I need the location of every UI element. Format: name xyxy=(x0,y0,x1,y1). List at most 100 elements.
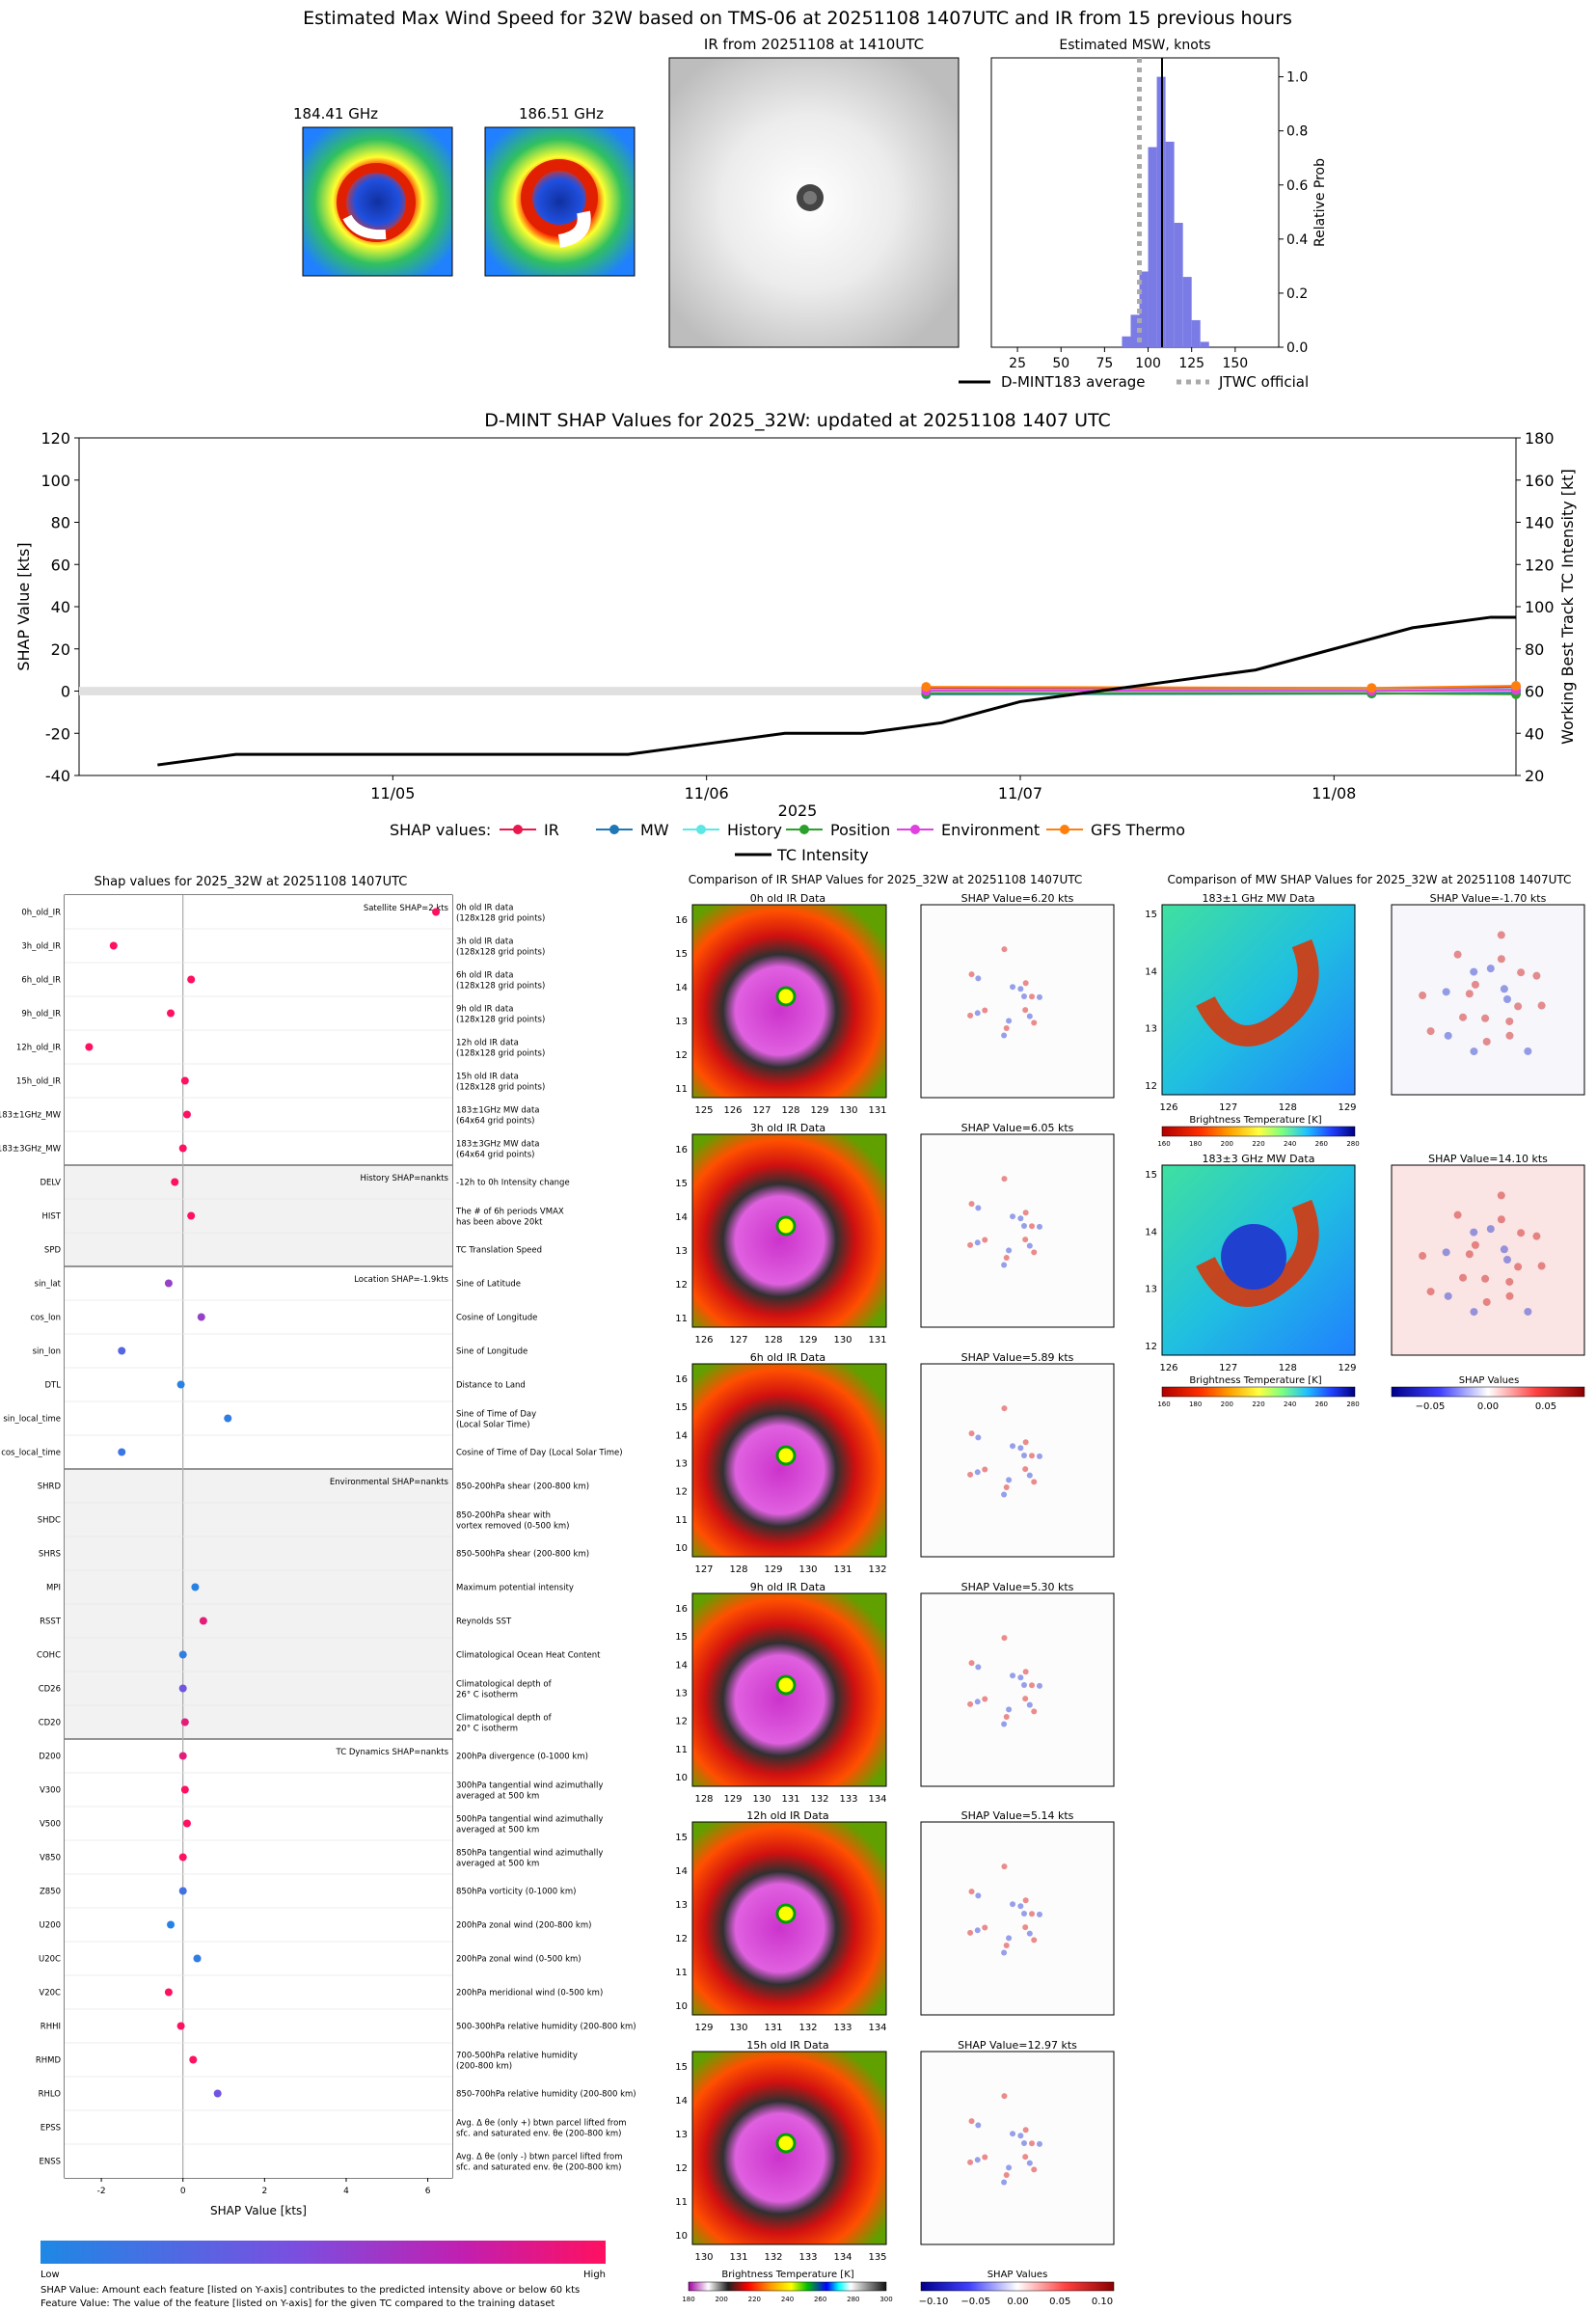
ir-ytick-label: 14 xyxy=(675,1660,688,1671)
shap-speckle xyxy=(1459,1273,1468,1282)
shap-speckle xyxy=(1001,1405,1008,1412)
shap-series-point xyxy=(1366,683,1377,693)
ir-ytick-label: 14 xyxy=(675,2096,688,2107)
mw-cb-tick-label: 260 xyxy=(1315,1140,1328,1148)
left-tick-label: -20 xyxy=(45,724,70,743)
group-title: History SHAP=nankts xyxy=(361,1174,449,1183)
mw-rainband xyxy=(1196,938,1319,1047)
hist-bar xyxy=(1182,277,1192,347)
feature-name: 3h_old_IR xyxy=(21,942,61,952)
shap-speckle xyxy=(1028,2140,1035,2147)
hist-xtick-label: 150 xyxy=(1222,356,1248,371)
shap-speckle xyxy=(1426,1027,1435,1036)
shap-speckle xyxy=(1442,1248,1450,1257)
ir-shap-image xyxy=(920,904,1115,1099)
shap-speckle xyxy=(1503,1256,1511,1264)
mw-rainband xyxy=(1196,1199,1319,1307)
hist-bar xyxy=(1130,314,1140,347)
hist-bar xyxy=(1139,271,1149,347)
mw-ytick-label: 14 xyxy=(1145,1227,1157,1237)
shap-point xyxy=(199,1617,207,1625)
ir-cb-tick-label: 220 xyxy=(748,2296,761,2303)
mw-cb-ticks-2: 160 180 200 220 240 260 280 xyxy=(1157,1400,1359,1408)
mw-ytick-label: 13 xyxy=(1145,1285,1157,1295)
shap-speckle xyxy=(1017,2133,1024,2139)
shap-series-point xyxy=(1511,681,1521,692)
feature-name: 6h_old_IR xyxy=(21,976,61,986)
ir-ytick-label: 15 xyxy=(675,1833,688,1843)
ir-xtick-label: 128 xyxy=(729,1564,747,1575)
shap-speckle xyxy=(1022,2154,1029,2161)
mw-data-title: 183±1 GHz MW Data xyxy=(1203,892,1315,905)
mw-cb-tick-label: 180 xyxy=(1189,1140,1202,1148)
shap-speckle xyxy=(1442,988,1450,996)
shap-speckle xyxy=(967,1700,974,1707)
shap-speckle xyxy=(967,2159,974,2165)
shap-speckle xyxy=(1486,965,1495,973)
shap-point xyxy=(85,1043,94,1051)
shap-speckle xyxy=(1444,1031,1452,1040)
timeline-xlabel: 2025 xyxy=(778,802,818,820)
group-title: TC Dynamics SHAP=nankts xyxy=(336,1748,449,1757)
ir-ytick-label: 15 xyxy=(675,949,688,960)
shap-speckle xyxy=(1022,1897,1029,1904)
ir-ytick-label: 13 xyxy=(675,1900,688,1911)
ir-eye xyxy=(775,1903,797,1924)
ir-xtick-label: 132 xyxy=(764,2252,782,2263)
ir-xtick-label: 129 xyxy=(694,2023,713,2033)
legend-item-label: Position xyxy=(830,821,890,839)
shap-point xyxy=(178,1650,187,1659)
ir-xtick-label: 130 xyxy=(694,2252,713,2263)
shap-beeswarm-chart: Shap values for 2025_32W at 20251108 140… xyxy=(0,875,636,2217)
ir-xtick-label: 129 xyxy=(723,1794,742,1805)
figure-title: Estimated Max Wind Speed for 32W based o… xyxy=(303,8,1292,29)
hist-frame xyxy=(990,57,1280,348)
hist-bar xyxy=(1191,319,1201,347)
shap-speckle xyxy=(1010,984,1016,991)
mw-shap-cb-label: SHAP Values xyxy=(1459,1375,1520,1386)
shap-point xyxy=(180,1718,189,1726)
zero-band xyxy=(79,687,1516,695)
shap-speckle xyxy=(1021,1682,1027,1688)
feature-name: MPI xyxy=(46,1584,61,1593)
shap-speckle xyxy=(1028,1223,1035,1230)
ir-ytick-label: 11 xyxy=(675,1968,688,1978)
shap-speckle xyxy=(1031,1708,1038,1715)
ir-cb-tick-label: 180 xyxy=(682,2296,694,2303)
hist-ylabel: Relative Prob xyxy=(1312,158,1328,247)
shap-speckle xyxy=(982,1696,988,1702)
ir-ytick-label: 15 xyxy=(675,1632,688,1643)
feature-desc: 850hPa tangential wind azimuthally xyxy=(456,1849,603,1859)
feature-desc: 500-300hPa relative humidity (200-800 km… xyxy=(456,2023,636,2032)
ir-shap-image xyxy=(920,1133,1115,1328)
beeswarm-xtick-label: 6 xyxy=(425,2187,431,2196)
right-tick-label: 40 xyxy=(1525,724,1544,743)
ir-panel-pair: 15h old IR Data 130 131 132 133 134 135 15 14 13 1… xyxy=(675,2039,1115,2263)
feature-name: DTL xyxy=(45,1381,62,1391)
shap-speckle xyxy=(1514,1002,1523,1011)
ir-ytick-label: 15 xyxy=(675,2062,688,2073)
ir-eye xyxy=(775,2133,797,2154)
shap-speckle xyxy=(1532,1232,1541,1240)
shap-point xyxy=(189,2055,198,2064)
shap-speckle xyxy=(968,1430,975,1437)
hist-legend: D-MINT183 average JTWC official xyxy=(959,373,1309,391)
feature-desc: Avg. Δ θe (only +) btwn parcel lifted fr… xyxy=(456,2119,627,2129)
feature-desc: (128x128 grid points) xyxy=(456,914,545,924)
feature-desc: 6h old IR data xyxy=(456,971,513,981)
shap-speckle xyxy=(1465,1250,1474,1259)
shap-speckle xyxy=(975,1892,982,1899)
shap-speckle xyxy=(1017,1903,1024,1910)
ir-panel-pair: 0h old IR Data 125 126 127 128 129 130 131 16 15 1… xyxy=(675,892,1115,1116)
legend-item-label: MW xyxy=(640,821,669,839)
shap-speckle xyxy=(1006,1477,1013,1483)
mw-xtick-label: 126 xyxy=(1159,1102,1177,1113)
feature-desc: 200hPa zonal wind (0-500 km) xyxy=(456,1955,582,1965)
ir-eye xyxy=(775,1445,797,1466)
right-tick-label: 80 xyxy=(1525,640,1544,659)
shap-speckle xyxy=(1444,1291,1452,1300)
shap-speckle xyxy=(1001,1721,1008,1727)
ir-xtick-label: 128 xyxy=(781,1105,799,1116)
shap-speckle xyxy=(1031,1479,1038,1485)
footnote-shap: SHAP Value: Amount each feature [listed … xyxy=(41,2285,580,2296)
